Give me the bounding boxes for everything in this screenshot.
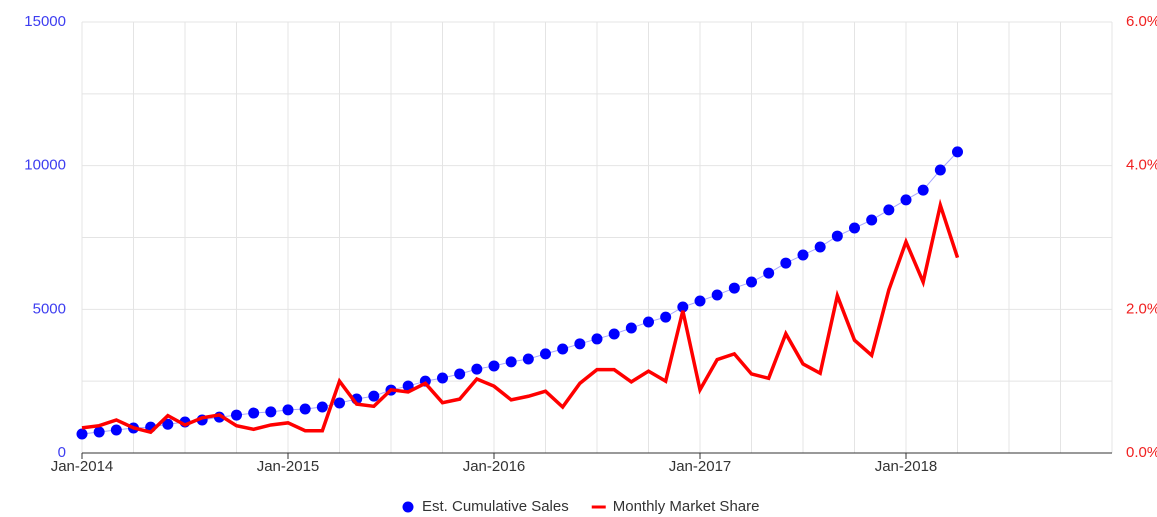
data-point bbox=[316, 401, 328, 413]
data-point bbox=[900, 194, 912, 206]
data-point bbox=[591, 333, 603, 345]
x-tick-label: Jan-2017 bbox=[669, 458, 732, 475]
data-point bbox=[797, 249, 809, 261]
data-point bbox=[694, 295, 706, 307]
x-tick-label: Jan-2016 bbox=[463, 458, 526, 475]
data-point bbox=[522, 353, 534, 365]
legend-marker bbox=[402, 501, 414, 513]
data-point bbox=[643, 316, 654, 328]
data-point bbox=[883, 204, 895, 216]
data-point bbox=[866, 214, 878, 226]
y-tick-label: 10000 bbox=[24, 157, 66, 174]
data-point bbox=[625, 322, 637, 334]
x-tick-label: Jan-2018 bbox=[875, 458, 938, 475]
data-point bbox=[231, 409, 242, 421]
data-point bbox=[831, 230, 843, 242]
data-point bbox=[471, 363, 483, 375]
x-tick-label: Jan-2015 bbox=[257, 458, 320, 475]
y-tick-label: 0 bbox=[58, 444, 66, 461]
series-line bbox=[81, 151, 958, 435]
data-point bbox=[368, 390, 380, 402]
y2-tick-label: 6.0% bbox=[1126, 13, 1157, 30]
legend-label: Monthly Market Share bbox=[613, 498, 760, 515]
data-point bbox=[574, 338, 586, 350]
y-tick-label: 15000 bbox=[24, 13, 66, 30]
data-point bbox=[557, 343, 569, 355]
legend-label: Est. Cumulative Sales bbox=[422, 498, 569, 515]
y2-tick-label: 0.0% bbox=[1126, 444, 1157, 461]
data-point bbox=[746, 276, 757, 288]
data-point bbox=[608, 328, 620, 340]
data-point bbox=[488, 360, 500, 372]
data-point bbox=[93, 426, 105, 438]
data-point bbox=[299, 403, 311, 415]
y2-tick-label: 4.0% bbox=[1126, 157, 1157, 174]
data-point bbox=[849, 222, 860, 234]
x-tick-label: Jan-2014 bbox=[51, 458, 114, 475]
data-point bbox=[162, 418, 174, 430]
data-point bbox=[540, 348, 551, 360]
data-point bbox=[282, 404, 294, 416]
data-point bbox=[76, 428, 88, 440]
y2-tick-label: 2.0% bbox=[1126, 300, 1157, 317]
data-point bbox=[780, 257, 792, 269]
data-point bbox=[334, 397, 345, 409]
data-point bbox=[677, 301, 689, 313]
data-point bbox=[265, 406, 277, 418]
series-line bbox=[81, 198, 960, 435]
data-point bbox=[711, 289, 723, 301]
data-point bbox=[763, 267, 775, 279]
data-point bbox=[505, 356, 517, 368]
data-point bbox=[437, 372, 448, 384]
data-point bbox=[934, 164, 946, 176]
data-point bbox=[454, 368, 466, 380]
data-point bbox=[660, 311, 672, 323]
data-point bbox=[952, 146, 963, 158]
data-point bbox=[917, 184, 929, 196]
data-point bbox=[248, 407, 260, 419]
data-point bbox=[728, 282, 740, 294]
y-tick-label: 5000 bbox=[33, 300, 66, 317]
data-point bbox=[110, 424, 122, 436]
data-point bbox=[814, 241, 826, 253]
